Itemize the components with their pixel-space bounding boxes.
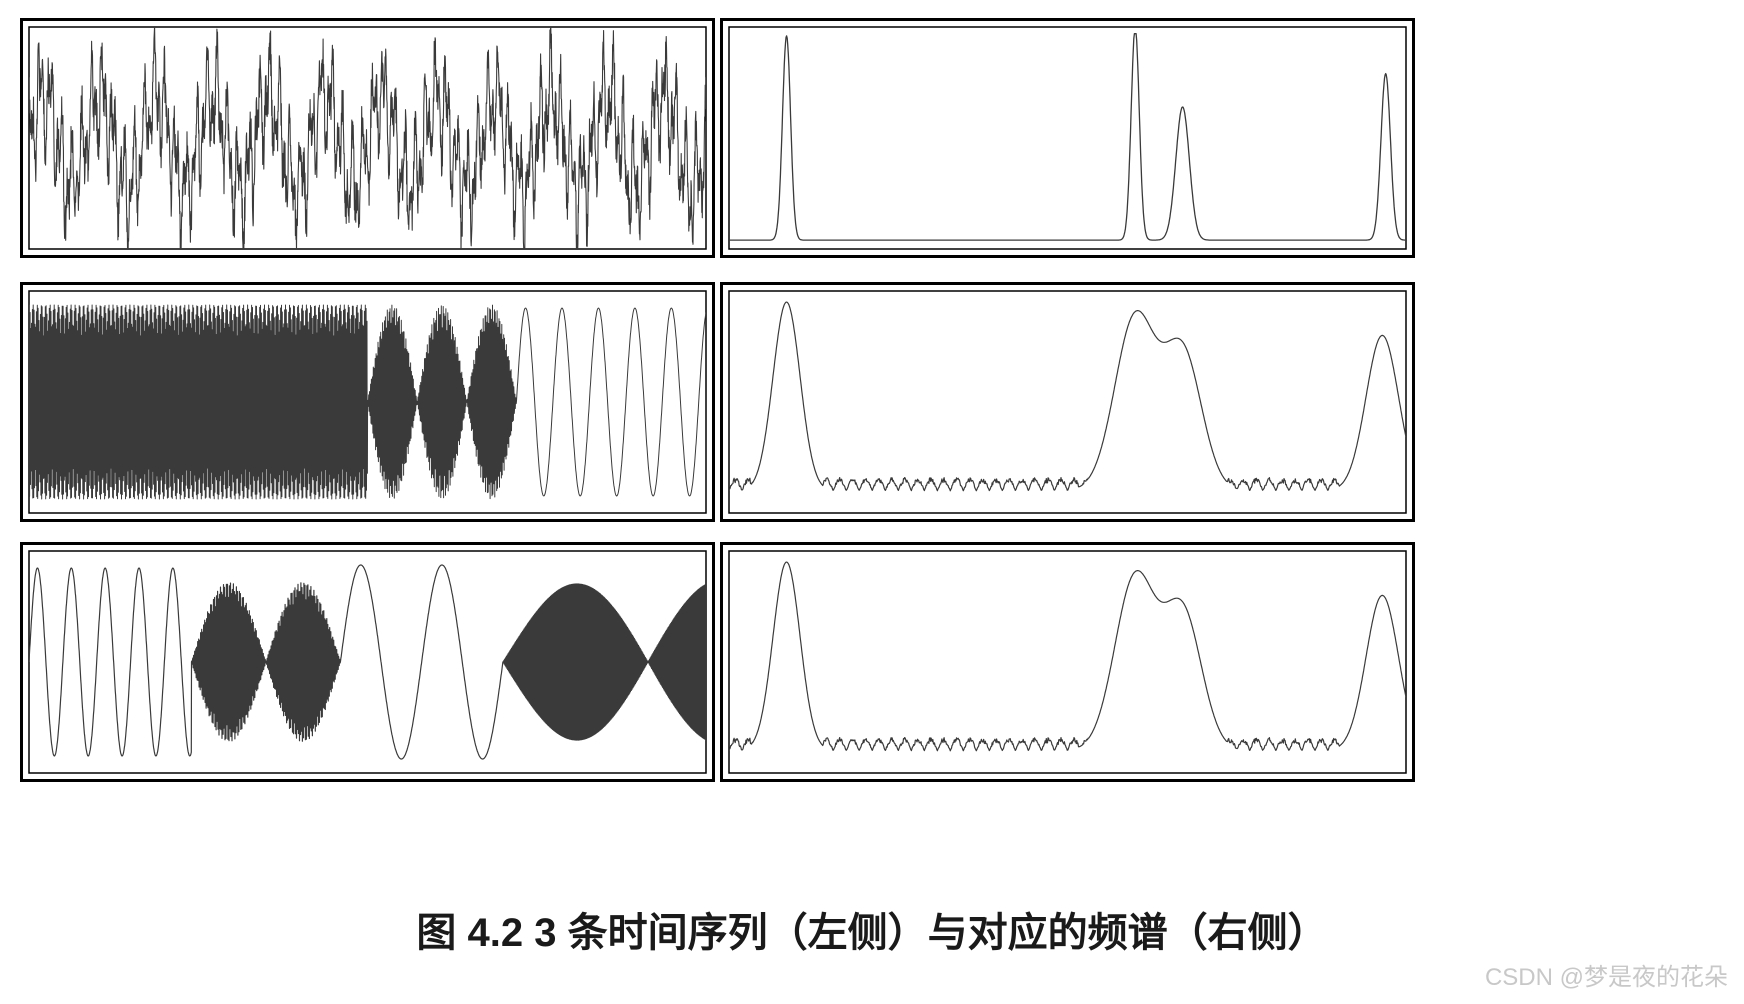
- panel-ts3: [20, 542, 715, 782]
- panel-ts2: [20, 282, 715, 522]
- panel-sp3: [720, 542, 1415, 782]
- watermark-text: CSDN @梦是夜的花朵: [1485, 957, 1728, 992]
- panel-sp2: [720, 282, 1415, 522]
- figure-grid: [0, 0, 1744, 1004]
- panel-sp1: [720, 18, 1415, 258]
- figure-caption: 图 4.2 3 条时间序列（左侧）与对应的频谱（右侧）: [0, 900, 1744, 958]
- panel-ts1: [20, 18, 715, 258]
